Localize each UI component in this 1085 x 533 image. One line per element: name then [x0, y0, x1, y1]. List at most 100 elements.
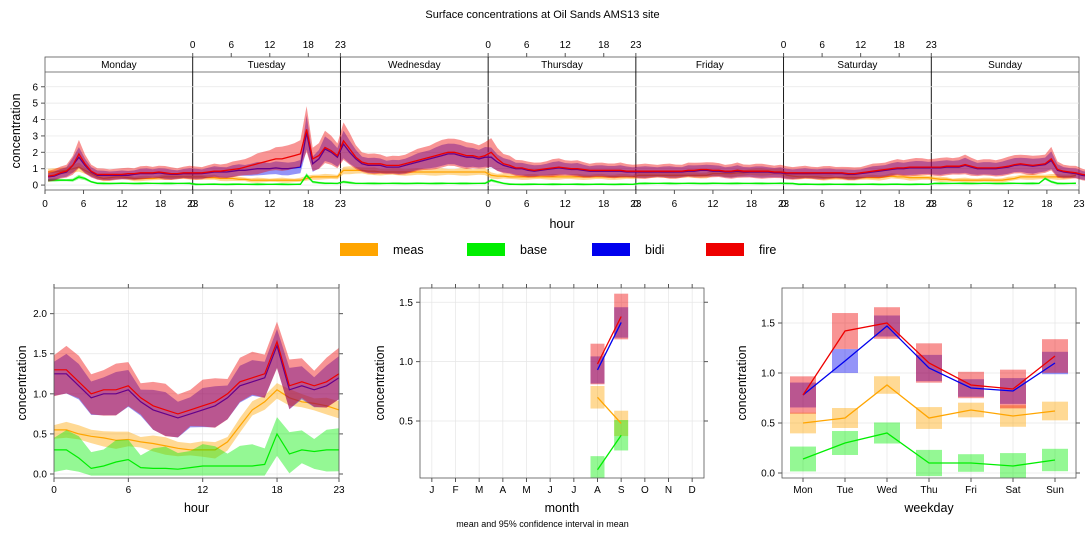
- x-tick-label: F: [452, 485, 458, 496]
- series-line-fire: [596, 316, 622, 365]
- x-tick-label: Sat: [1005, 485, 1020, 496]
- x-tick-label: 0: [51, 485, 57, 496]
- figure-title: Surface concentrations at Oil Sands AMS1…: [425, 9, 660, 21]
- x-tick-label: 18: [303, 199, 315, 210]
- x-tick-label-top: 0: [781, 40, 787, 51]
- figure-footer: mean and 95% confidence interval in mean: [456, 519, 629, 529]
- series-line-bidi: [48, 132, 1085, 178]
- x-tick-label-top: 12: [855, 40, 867, 51]
- x-tick-label: 0: [929, 199, 935, 210]
- x-tick-label: 23: [1073, 199, 1085, 210]
- series-line-base: [802, 432, 1056, 467]
- legend-label-bidi: bidi: [645, 243, 664, 257]
- x-tick-label-top: 6: [228, 40, 234, 51]
- x-tick-label: 23: [333, 485, 345, 496]
- legend-label-base: base: [520, 243, 547, 257]
- y-tick-label: 1.5: [399, 298, 413, 309]
- x-tick-label: Wed: [877, 485, 897, 496]
- series-line-meas: [802, 384, 1056, 424]
- strip-label-sunday: Sunday: [988, 60, 1022, 71]
- y-tick-label: 1.0: [33, 389, 47, 400]
- ci-box-meas: [590, 385, 605, 409]
- x-tick-label-top: 23: [335, 40, 347, 51]
- x-tick-label-top: 6: [819, 40, 825, 51]
- y-tick-label: 1.0: [761, 369, 775, 380]
- y-tick-label: 1.5: [761, 319, 775, 330]
- x-tick-label-top: 0: [190, 40, 196, 51]
- x-axis-title: hour: [549, 217, 574, 231]
- x-tick-label: 12: [560, 199, 572, 210]
- x-tick-label-top: 12: [264, 40, 276, 51]
- legend-swatch-base: [467, 243, 505, 256]
- x-tick-label: A: [594, 485, 601, 496]
- band-base: [54, 417, 339, 476]
- series-line-bidi: [54, 343, 340, 419]
- x-tick-label: 0: [781, 199, 787, 210]
- y-tick-label: 2.0: [33, 309, 47, 320]
- series-line-fire: [802, 322, 1056, 396]
- y-tick-label: 3: [32, 131, 38, 142]
- x-tick-label: Tue: [837, 485, 854, 496]
- x-tick-label: 12: [197, 485, 209, 496]
- y-axis-title: concentration: [15, 345, 29, 420]
- x-tick-label: Fri: [965, 485, 977, 496]
- y-tick-label: 4: [32, 115, 38, 126]
- x-tick-label: 23: [926, 199, 938, 210]
- x-tick-label: 18: [271, 485, 283, 496]
- x-tick-label: M: [522, 485, 530, 496]
- x-tick-label: M: [475, 485, 483, 496]
- x-tick-label-top: 0: [485, 40, 491, 51]
- strip-label-thursday: Thursday: [541, 60, 583, 71]
- x-tick-label: 18: [894, 199, 906, 210]
- x-axis-title: hour: [184, 501, 209, 515]
- series-line-meas: [54, 389, 340, 451]
- x-tick-label: J: [571, 485, 576, 496]
- x-tick-label: 0: [633, 199, 639, 210]
- band-fire: [54, 321, 339, 438]
- strip-label-tuesday: Tuesday: [248, 60, 286, 71]
- y-tick-label: 5: [32, 99, 38, 110]
- x-tick-label: 12: [264, 199, 276, 210]
- x-tick-label: 18: [155, 199, 167, 210]
- x-tick-label: 6: [228, 199, 234, 210]
- legend-label-fire: fire: [759, 243, 776, 257]
- y-tick-label: 0.0: [33, 469, 47, 480]
- band-bidi: [54, 329, 339, 438]
- y-tick-label: 1.5: [33, 349, 47, 360]
- hour-panel-frame: [53, 287, 340, 479]
- y-tick-label: 1.0: [399, 357, 413, 368]
- legend-label-meas: meas: [393, 243, 424, 257]
- x-tick-label-top: 23: [630, 40, 642, 51]
- x-tick-label-top: 18: [598, 40, 610, 51]
- x-tick-label: 0: [190, 199, 196, 210]
- y-tick-label: 0: [32, 181, 38, 192]
- x-tick-label: 6: [524, 199, 530, 210]
- x-tick-label: 23: [778, 199, 790, 210]
- x-tick-label: 6: [672, 199, 678, 210]
- series-line-base: [54, 432, 339, 470]
- series-line-base: [596, 434, 622, 471]
- series-line-base: [48, 174, 1076, 185]
- x-tick-label: 6: [126, 485, 132, 496]
- y-axis-title: concentration: [373, 345, 387, 420]
- x-tick-label: S: [618, 485, 625, 496]
- x-tick-label: 23: [335, 199, 347, 210]
- series-line-meas: [597, 396, 622, 424]
- x-tick-label: J: [429, 485, 434, 496]
- weekday-panel-frame: [781, 287, 1077, 479]
- x-tick-label: O: [641, 485, 649, 496]
- legend-swatch-fire: [706, 243, 744, 256]
- x-tick-label: Mon: [793, 485, 812, 496]
- x-tick-label: 6: [967, 199, 973, 210]
- x-tick-label: 23: [187, 199, 199, 210]
- series-line-meas: [48, 166, 1077, 181]
- x-tick-label: 12: [1003, 199, 1015, 210]
- x-tick-label: 0: [485, 199, 491, 210]
- y-tick-label: 1: [32, 164, 38, 175]
- x-tick-label: 18: [598, 199, 610, 210]
- x-tick-label: 12: [117, 199, 129, 210]
- x-tick-label-top: 23: [926, 40, 938, 51]
- x-tick-label-top: 18: [894, 40, 906, 51]
